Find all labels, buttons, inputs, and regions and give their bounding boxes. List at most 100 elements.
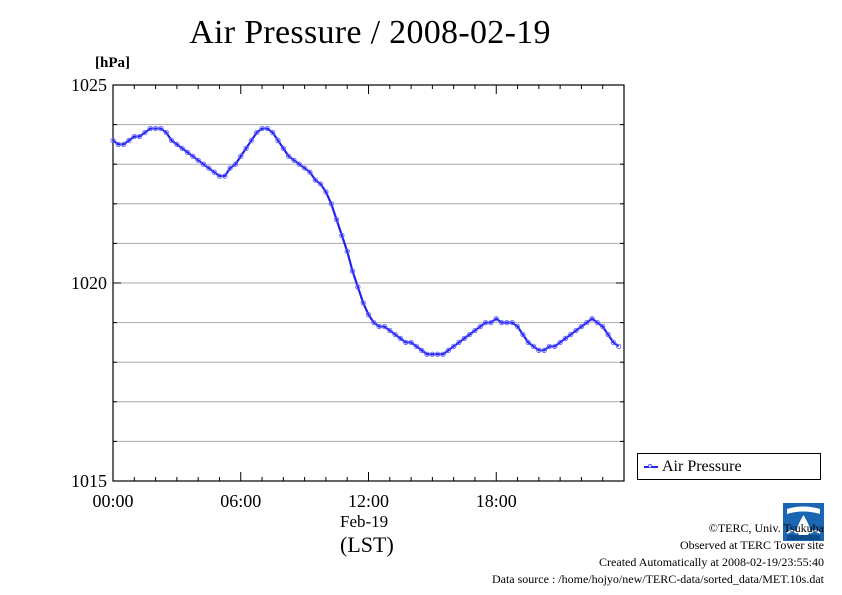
data-point [461,335,467,342]
x-tick-label: 00:00 [92,491,133,511]
data-point [296,161,302,167]
data-point [190,153,196,159]
data-point [195,157,201,163]
data-point [562,335,569,342]
data-point [435,351,441,357]
data-point [477,323,483,330]
data-point [578,323,585,330]
data-point [301,165,308,171]
data-point [280,145,286,152]
data-point [344,248,350,254]
data-point [424,351,430,357]
data-point [397,335,404,342]
data-point [238,153,244,159]
data-point [179,145,185,152]
data-point [360,300,366,306]
credit-source: Data source : /home/hojyo/new/TERC-data/… [491,572,824,586]
data-point [355,284,361,290]
data-point [307,169,313,175]
data-point [312,177,318,183]
x-tick-label: 18:00 [476,491,517,511]
data-point [504,319,510,326]
data-point [115,141,121,148]
data-point [200,161,207,167]
data-point [259,125,265,132]
terc-logo-icon [783,503,824,541]
data-point [275,137,281,144]
data-point [472,327,478,334]
data-point [317,181,324,187]
data-point [291,157,297,163]
data-point [333,216,340,223]
y-tick-label: 1025 [71,75,107,95]
data-point [488,319,494,326]
data-point [466,331,473,338]
data-point [248,137,255,144]
axis-ticks [112,84,625,482]
grid-lines [113,124,624,442]
data-point [163,129,169,136]
data-point [413,343,420,350]
data-point [493,315,499,322]
x-tick-label: 06:00 [220,491,261,511]
data-point [264,125,271,132]
data-point [589,315,595,322]
data-point [254,129,260,136]
legend-label: Air Pressure [662,457,742,475]
data-point [541,347,547,353]
data-point [227,165,233,171]
data-point [392,331,398,338]
data-point [126,137,132,144]
data-point [110,137,116,144]
data-point [403,339,409,346]
data-point [371,319,377,326]
tick-labels: 1015 1020 1025 00:00 06:00 12:00 18:00 [71,75,517,511]
data-point [498,319,505,326]
data-point [232,161,239,167]
data-point [131,133,137,140]
data-point [520,331,526,338]
data-point [610,339,617,346]
y-tick-label: 1020 [71,273,107,293]
data-point [339,232,345,239]
data-point [222,173,228,179]
data-point [408,339,414,346]
data-point [552,343,558,350]
data-point [286,153,292,159]
legend: Air Pressure [637,453,821,480]
data-point [270,129,276,136]
data-point [136,133,143,140]
data-point [568,331,574,338]
data-point [584,319,590,326]
y-tick-label: 1015 [71,471,107,491]
data-point [243,145,249,152]
data-point [387,327,393,334]
credit-site: Observed at TERC Tower site [679,538,824,552]
data-point [573,327,579,334]
data-point [328,201,334,207]
data-point [142,129,148,136]
data-point [594,319,601,326]
data-point [456,339,462,346]
x-tick-label: 12:00 [348,491,389,511]
series-line [112,127,620,356]
data-point [600,323,606,330]
data-point [482,319,489,326]
data-point [605,331,611,338]
data-point [525,339,531,346]
data-point [158,125,164,132]
data-point [429,351,436,357]
data-point [211,169,217,175]
data-point [216,173,223,179]
data-point [530,343,537,350]
data-point [616,343,622,350]
series-air-pressure [110,125,622,357]
credit-copyright: ©TERC, Univ. Tsukuba [708,521,824,535]
data-point [168,137,175,144]
data-point [536,347,542,353]
data-point [323,189,329,195]
data-point [349,268,356,274]
chart-title: Air Pressure / 2008-02-19 [189,14,551,51]
x-axis-timezone-label: (LST) [340,532,394,557]
